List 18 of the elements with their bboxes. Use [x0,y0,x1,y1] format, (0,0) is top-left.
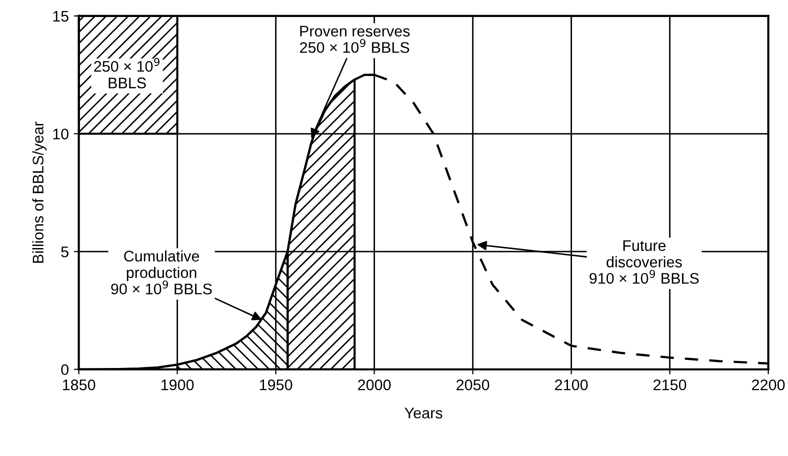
y-tick-label: 10 [53,128,68,140]
x-tick-label: 2000 [358,379,391,390]
x-tick-label: 2050 [456,379,490,390]
annotation: Future discoveries 910 × 10$^{9}$ BBLS [590,240,699,284]
annotation: Cumulative production 90 × 10$^{9}$ BBLS [111,250,212,294]
x-tick-label: 2150 [654,379,686,390]
y-tick-label: 0 [61,364,68,376]
annotation: Proven reserves 250 × 10$^{9}$ BBLS [300,26,410,53]
y-axis-title: Billions of BBLS/year [32,122,47,263]
x-axis-title: Years [404,408,442,418]
x-tick-label: 2200 [752,379,785,390]
y-tick-label: 15 [53,10,68,22]
y-tick-label: 5 [61,246,68,258]
text: 250 × 10$^{9}$ BBLS [94,58,160,88]
x-tick-label: 1950 [260,379,292,390]
x-tick-label: 1900 [161,379,194,390]
x-tick-label: 1850 [62,379,96,390]
x-tick-label: 2100 [555,379,588,390]
